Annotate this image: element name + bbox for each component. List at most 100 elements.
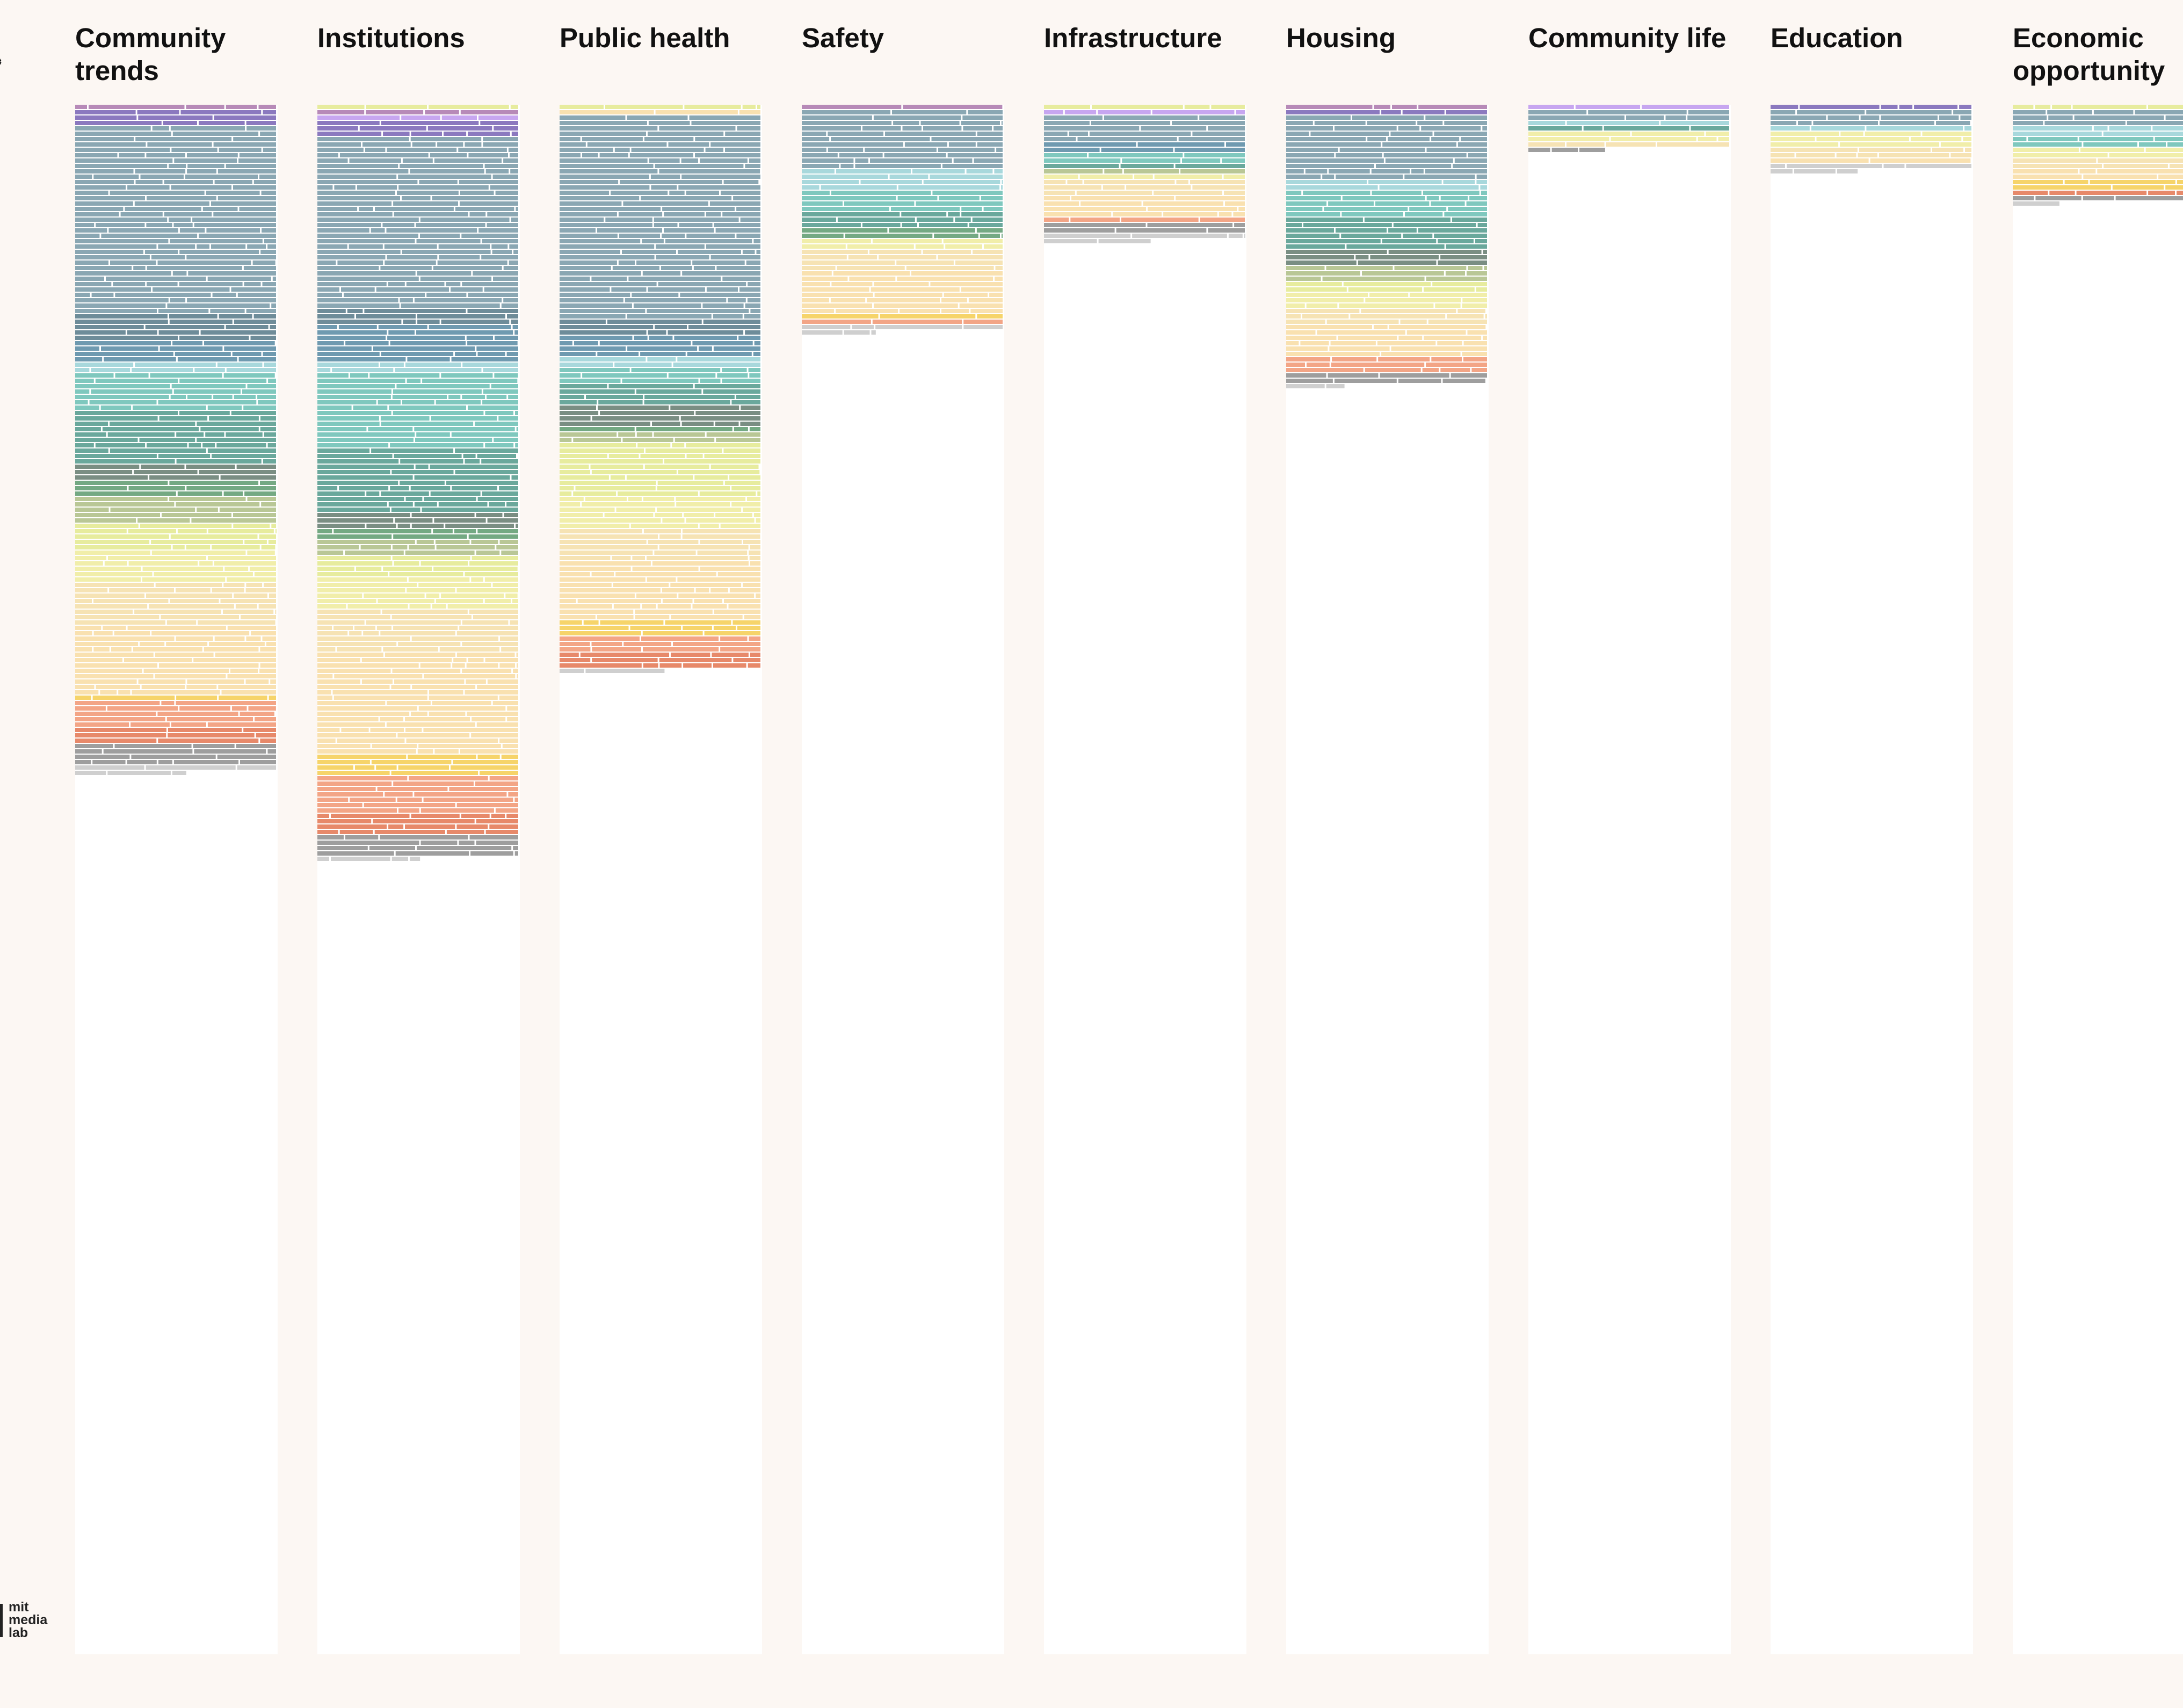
row-bar-pale-orange[interactable] [215, 653, 276, 657]
row-bar-pale-orange[interactable] [1381, 352, 1461, 356]
row-bar-aqua[interactable] [802, 196, 896, 200]
row-bar-pale-orange[interactable] [900, 309, 940, 313]
row-bar-slate[interactable] [1286, 148, 1338, 152]
row-bar-pale-yellow[interactable] [364, 594, 425, 598]
row-bar-coral[interactable] [713, 663, 746, 668]
row-bar-cream[interactable] [317, 631, 348, 635]
row-bar-slate[interactable] [840, 164, 854, 168]
row-bar-slate[interactable] [398, 185, 489, 190]
row-bar-slate[interactable] [75, 180, 134, 184]
row-bar-olive-gray[interactable] [1286, 255, 1354, 259]
row-bar-aqua[interactable] [831, 191, 931, 195]
row-bar-aqua[interactable] [158, 400, 257, 404]
row-bar-aqua[interactable] [1286, 191, 1302, 195]
row-bar-pale-orange[interactable] [155, 674, 226, 678]
row-bar-pale-orange[interactable] [317, 696, 332, 700]
row-bar-teal[interactable] [317, 448, 370, 453]
row-bar-slate[interactable] [691, 121, 761, 125]
row-bar-pale-orange[interactable] [750, 561, 760, 566]
row-bar-teal[interactable] [371, 448, 454, 453]
row-bar-cream[interactable] [1350, 314, 1446, 319]
row-bar-pale-yellow[interactable] [560, 518, 661, 523]
row-bar-slate[interactable] [75, 244, 157, 249]
row-bar-salmon[interactable] [560, 636, 640, 641]
row-bar-slate[interactable] [75, 148, 170, 152]
row-bar-slate[interactable] [648, 132, 724, 136]
row-bar-slate[interactable] [239, 207, 277, 211]
row-bar-slate[interactable] [582, 137, 643, 141]
row-bar-aqua[interactable] [717, 373, 748, 378]
row-bar-steel-blue[interactable] [713, 346, 760, 351]
row-bar-slate[interactable] [317, 266, 379, 270]
row-bar-yellow[interactable] [75, 696, 91, 700]
row-bar-steel-blue[interactable] [416, 330, 513, 335]
row-bar-coral[interactable] [489, 824, 518, 829]
row-bar-gray[interactable] [1208, 228, 1245, 233]
row-bar-cream[interactable] [317, 626, 332, 630]
row-bar-olive-gray[interactable] [149, 475, 219, 480]
row-bar-coral[interactable] [388, 824, 404, 829]
row-bar-slate[interactable] [211, 244, 246, 249]
row-bar-slate[interactable] [612, 266, 659, 270]
row-bar-slate[interactable] [1339, 148, 1425, 152]
row-bar-slate[interactable] [745, 164, 760, 168]
row-bar-purple[interactable] [246, 121, 276, 125]
row-bar-slate[interactable] [619, 234, 661, 238]
row-bar-cream[interactable] [75, 610, 133, 614]
row-bar-salmon[interactable] [591, 642, 622, 646]
row-bar-slate[interactable] [317, 212, 393, 216]
row-bar-teal[interactable] [197, 422, 276, 426]
row-bar-pale-lime[interactable] [560, 486, 574, 490]
row-bar-sage[interactable] [1180, 169, 1245, 173]
row-bar-aqua[interactable] [508, 395, 518, 399]
row-bar-aqua[interactable] [983, 207, 1003, 211]
row-bar-slate[interactable] [1044, 115, 1103, 120]
row-bar-steel-blue[interactable] [674, 336, 737, 340]
row-bar-slate[interactable] [614, 148, 630, 152]
row-bar-slate[interactable] [750, 309, 760, 313]
row-bar-sage[interactable] [1123, 169, 1179, 173]
row-bar-slate[interactable] [1626, 115, 1664, 120]
row-bar-pale-lime[interactable] [560, 481, 656, 485]
row-bar-salmon[interactable] [350, 798, 396, 802]
row-bar-steel-blue[interactable] [477, 352, 505, 356]
row-bar-light-cyan[interactable] [1566, 121, 1659, 125]
row-bar-cream[interactable] [176, 588, 211, 592]
row-bar-light-cyan[interactable] [836, 169, 911, 173]
row-bar-cream[interactable] [648, 540, 699, 544]
row-bar-slate[interactable] [560, 196, 640, 200]
row-bar-pale-orange[interactable] [132, 690, 220, 694]
row-bar-steel-blue[interactable] [560, 336, 633, 340]
row-bar-teal[interactable] [916, 218, 954, 222]
row-bar-slate[interactable] [147, 282, 178, 286]
row-bar-slate[interactable] [1286, 142, 1381, 147]
row-bar-light-gray[interactable] [1098, 239, 1151, 243]
row-bar-aqua[interactable] [317, 443, 389, 447]
row-bar-purple[interactable] [75, 110, 136, 114]
row-bar-pale-yellow[interactable] [699, 524, 719, 528]
row-bar-light-gray[interactable] [146, 765, 236, 770]
row-bar-olive-gray[interactable] [715, 422, 739, 426]
row-bar-pale-yellow[interactable] [432, 604, 446, 609]
row-bar-slate[interactable] [702, 303, 744, 308]
row-bar-pale-yellow[interactable] [224, 567, 249, 571]
row-bar-gray[interactable] [1116, 228, 1207, 233]
row-bar-coral[interactable] [405, 824, 455, 829]
row-bar-slate[interactable] [246, 309, 276, 313]
row-bar-slate[interactable] [170, 298, 186, 302]
row-bar-aqua[interactable] [171, 384, 246, 388]
row-bar-coral[interactable] [456, 824, 488, 829]
row-bar-pale-orange[interactable] [678, 594, 755, 598]
row-bar-cream[interactable] [802, 255, 847, 259]
row-bar-pale-orange[interactable] [968, 298, 1003, 302]
row-bar-sage[interactable] [436, 545, 495, 549]
row-bar-aqua[interactable] [483, 389, 518, 394]
row-bar-salmon[interactable] [749, 636, 761, 641]
row-bar-cream[interactable] [170, 599, 219, 603]
row-bar-lavender[interactable] [1044, 110, 1063, 114]
row-bar-slate[interactable] [317, 164, 398, 168]
row-bar-pale-orange[interactable] [615, 572, 716, 576]
row-bar-aqua[interactable] [75, 389, 90, 394]
row-bar-slate[interactable] [1286, 169, 1304, 173]
row-bar-cream[interactable] [743, 540, 760, 544]
